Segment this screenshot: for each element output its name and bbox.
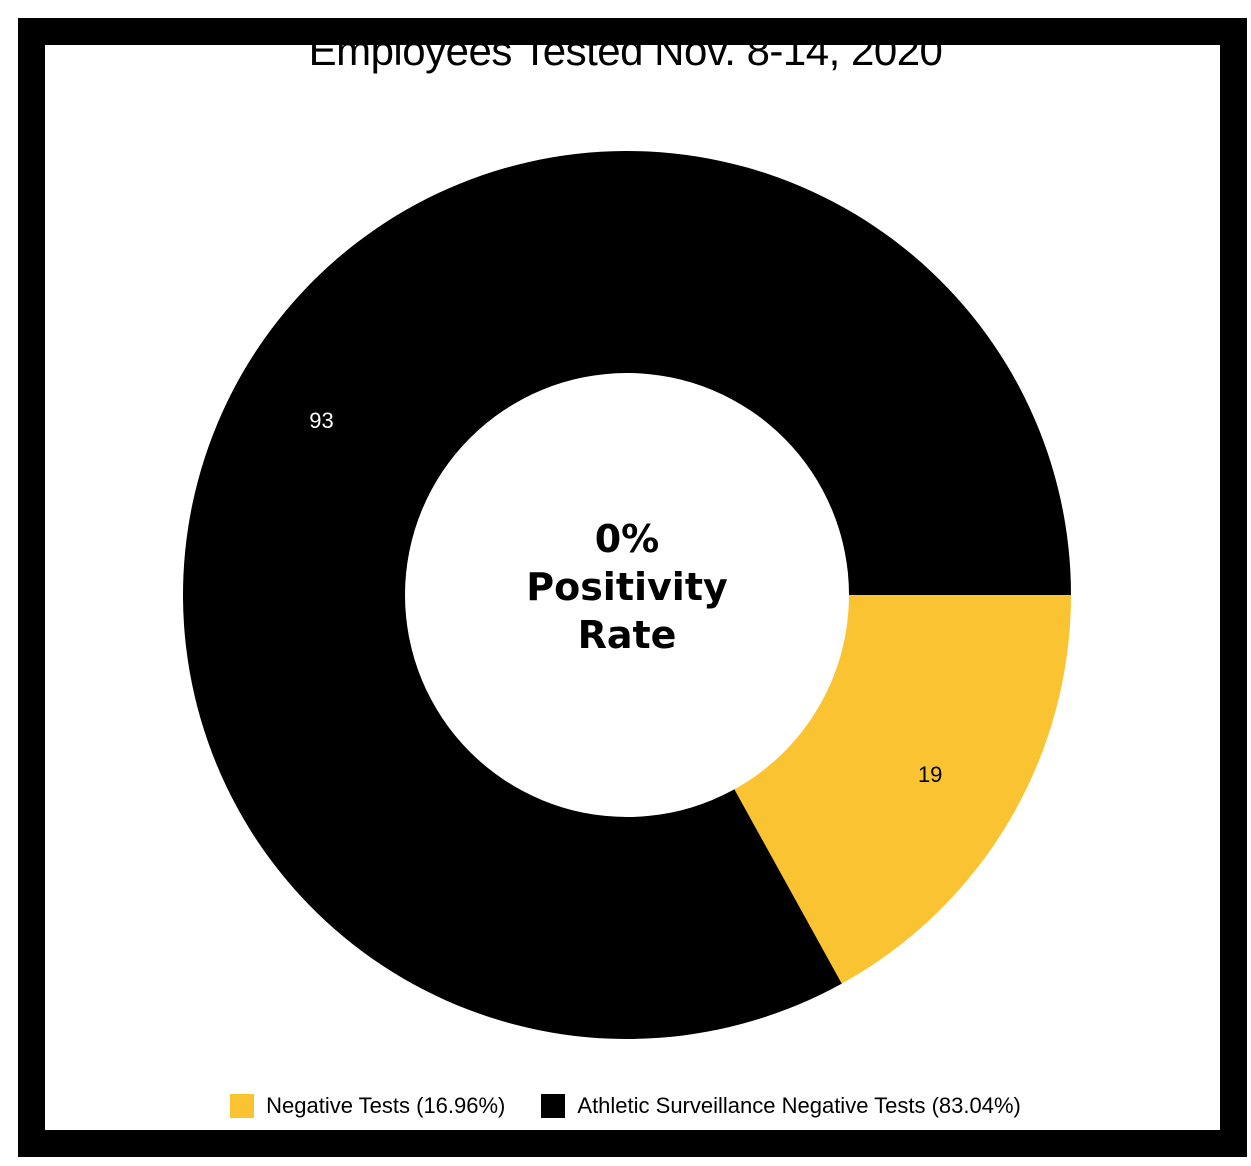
legend-label-0: Negative Tests (16.96%) — [266, 1093, 506, 1118]
legend: Negative Tests (16.96%) Athletic Surveill… — [0, 1090, 1251, 1122]
legend-swatch-0 — [230, 1094, 255, 1118]
legend-label-1: Athletic Surveillance Negative Tests (83… — [577, 1093, 1021, 1118]
chart-title: Employees Tested Nov. 8-14, 2020 — [308, 27, 943, 74]
legend-item-0: Negative Tests (16.96%) — [230, 1093, 505, 1119]
center-label-line-1: 0% — [595, 517, 660, 561]
slice-value-label-0: 19 — [918, 762, 942, 787]
slice-value-label-1: 93 — [309, 408, 333, 433]
donut-hole — [405, 373, 849, 817]
legend-item-1: Athletic Surveillance Negative Tests (83… — [541, 1093, 1021, 1119]
center-label-line-2: Positivity — [526, 565, 728, 609]
legend-swatch-1 — [541, 1094, 566, 1118]
center-label-line-3: Rate — [578, 613, 677, 657]
